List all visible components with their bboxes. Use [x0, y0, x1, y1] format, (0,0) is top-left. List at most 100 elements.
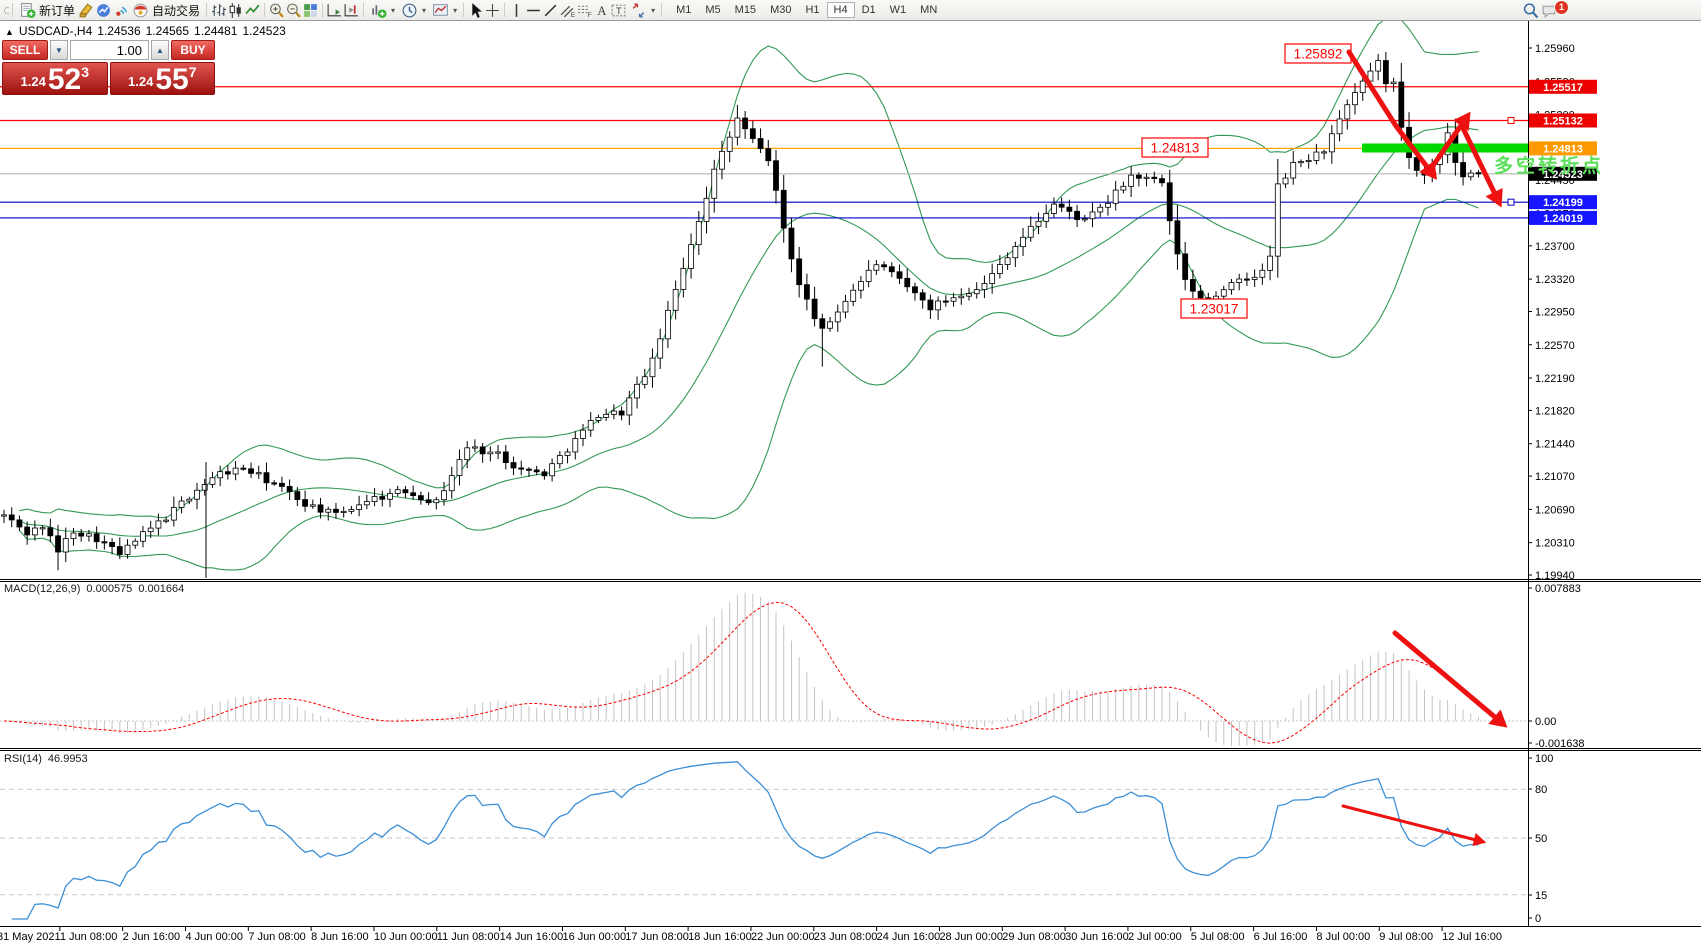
svg-text:0.007883: 0.007883	[1535, 583, 1581, 595]
arrows-button[interactable]: ▾	[627, 0, 658, 20]
text-icon[interactable]: A	[593, 2, 610, 19]
toolbar-separator	[661, 3, 663, 17]
sell-price-display[interactable]: 1.24 52 3	[2, 62, 108, 95]
trend-arrow	[1459, 123, 1498, 197]
templates-button[interactable]: ▾	[429, 0, 460, 20]
toolbar-separator	[504, 3, 506, 17]
toolbar-right: 1	[1522, 0, 1569, 20]
chevron-down-icon: ▾	[651, 5, 656, 15]
svg-text:1.21440: 1.21440	[1535, 439, 1575, 451]
timeframe-H1[interactable]: H1	[805, 4, 820, 16]
trend-arrow	[1341, 804, 1478, 842]
svg-text:9 Jul 08:00: 9 Jul 08:00	[1379, 931, 1433, 943]
equidistant-channel-icon[interactable]: E	[559, 2, 576, 19]
chevron-down-icon: ▾	[453, 5, 458, 15]
text-label-icon[interactable]: T	[610, 2, 627, 19]
price-tag	[1141, 137, 1209, 158]
svg-text:F: F	[588, 11, 592, 18]
indicators-button[interactable]: ▾	[367, 0, 398, 20]
svg-text:1.23700: 1.23700	[1535, 241, 1575, 253]
timeframe-M5[interactable]: M5	[705, 4, 721, 16]
autotrading-icon	[132, 2, 149, 19]
svg-text:1.22950: 1.22950	[1535, 307, 1575, 319]
cursor-icon[interactable]	[467, 2, 484, 19]
axes: 1.259601.255801.252001.248201.244501.240…	[0, 20, 1701, 943]
crosshair-icon[interactable]	[484, 2, 501, 19]
ohlc-high: 1.24565	[145, 24, 190, 38]
lot-decrease-button[interactable]: ▼	[50, 40, 68, 60]
tile-windows-icon[interactable]	[302, 2, 319, 19]
macd-value-signal: 0.001664	[138, 583, 185, 595]
new-order-button[interactable]: 新订单	[16, 0, 78, 20]
svg-text:1.25517: 1.25517	[1543, 82, 1583, 94]
toolbar-separator	[206, 3, 208, 17]
autotrading-button[interactable]: 自动交易	[129, 0, 203, 20]
zoom-in-icon[interactable]	[268, 2, 285, 19]
toolbar-separator	[12, 3, 13, 17]
svg-text:1.25892: 1.25892	[1294, 47, 1343, 62]
svg-text:1.23320: 1.23320	[1535, 274, 1575, 286]
market-icon[interactable]	[95, 2, 112, 19]
timeframe-W1[interactable]: W1	[889, 4, 907, 16]
rsi-header: RSI(14) 46.9953	[4, 753, 94, 765]
toolbar-separator	[322, 3, 324, 17]
svg-text:31 May 2021: 31 May 2021	[0, 931, 61, 943]
svg-text:-0.001638: -0.001638	[1535, 738, 1585, 750]
new-order-label: 新订单	[39, 3, 76, 18]
zoom-out-icon[interactable]	[285, 2, 302, 19]
periods-icon	[401, 2, 418, 19]
svg-text:1.21820: 1.21820	[1535, 405, 1575, 417]
periods-button[interactable]: ▾	[398, 0, 429, 20]
arrows-icon	[630, 2, 647, 19]
chart-fragment-icon	[0, 2, 9, 19]
svg-text:17 Jun 08:00: 17 Jun 08:00	[625, 931, 689, 943]
svg-text:8 Jun 16:00: 8 Jun 16:00	[311, 931, 369, 943]
timeframe-M30[interactable]: M30	[770, 4, 792, 16]
sell-button[interactable]: SELL	[2, 40, 48, 60]
auto-scroll-icon[interactable]	[326, 2, 343, 19]
macd-name: MACD(12,26,9)	[4, 583, 81, 595]
candle-chart-icon[interactable]	[227, 2, 244, 19]
buy-price-sup: 7	[188, 64, 197, 80]
fibonacci-icon[interactable]: F	[576, 2, 593, 19]
chart-shift-icon[interactable]	[343, 2, 360, 19]
svg-text:15: 15	[1535, 890, 1547, 902]
svg-text:29 Jun 08:00: 29 Jun 08:00	[1002, 931, 1066, 943]
buy-price-display[interactable]: 1.24 55 7	[109, 62, 215, 96]
svg-text:2 Jun 16:00: 2 Jun 16:00	[123, 931, 181, 943]
notification-badge[interactable]: 1	[1554, 0, 1569, 15]
bar-chart-icon[interactable]	[210, 2, 227, 19]
svg-text:T: T	[616, 6, 622, 17]
lot-increase-button[interactable]: ▲	[151, 40, 169, 60]
sell-price-big: 52	[47, 63, 82, 96]
search-icon[interactable]	[1522, 2, 1539, 19]
buy-button[interactable]: BUY	[171, 40, 215, 60]
timeframe-H4[interactable]: H4	[826, 2, 855, 18]
svg-text:14 Jun 16:00: 14 Jun 16:00	[500, 931, 564, 943]
svg-text:1.24813: 1.24813	[1151, 141, 1200, 156]
buy-price-big: 55	[155, 63, 189, 96]
svg-text:12 Jul 16:00: 12 Jul 16:00	[1442, 931, 1502, 943]
trendline-icon[interactable]	[542, 2, 559, 19]
line-chart-icon[interactable]	[244, 2, 261, 19]
signals-icon[interactable]	[112, 2, 129, 19]
svg-text:1.22570: 1.22570	[1535, 340, 1575, 352]
svg-text:5 Jul 08:00: 5 Jul 08:00	[1191, 931, 1245, 943]
timeframe-D1[interactable]: D1	[861, 4, 876, 16]
lot-size-input[interactable]	[70, 40, 149, 60]
svg-text:8 Jul 00:00: 8 Jul 00:00	[1316, 931, 1370, 943]
ohlc-open: 1.24536	[97, 24, 141, 38]
trend-arrow	[1346, 49, 1431, 171]
svg-text:100: 100	[1535, 753, 1553, 765]
vertical-line-icon[interactable]	[508, 2, 525, 19]
timeframe-M1[interactable]: M1	[676, 4, 692, 16]
svg-text:1.24199: 1.24199	[1543, 197, 1583, 209]
svg-text:28 Jun 00:00: 28 Jun 00:00	[939, 931, 1003, 943]
svg-text:2 Jul 00:00: 2 Jul 00:00	[1128, 931, 1182, 943]
horizontal-line-icon[interactable]	[525, 2, 542, 19]
svg-text:1.24523: 1.24523	[1543, 169, 1583, 181]
metaeditor-icon[interactable]	[78, 2, 95, 19]
timeframe-MN[interactable]: MN	[920, 4, 938, 16]
timeframe-M15[interactable]: M15	[734, 4, 757, 16]
